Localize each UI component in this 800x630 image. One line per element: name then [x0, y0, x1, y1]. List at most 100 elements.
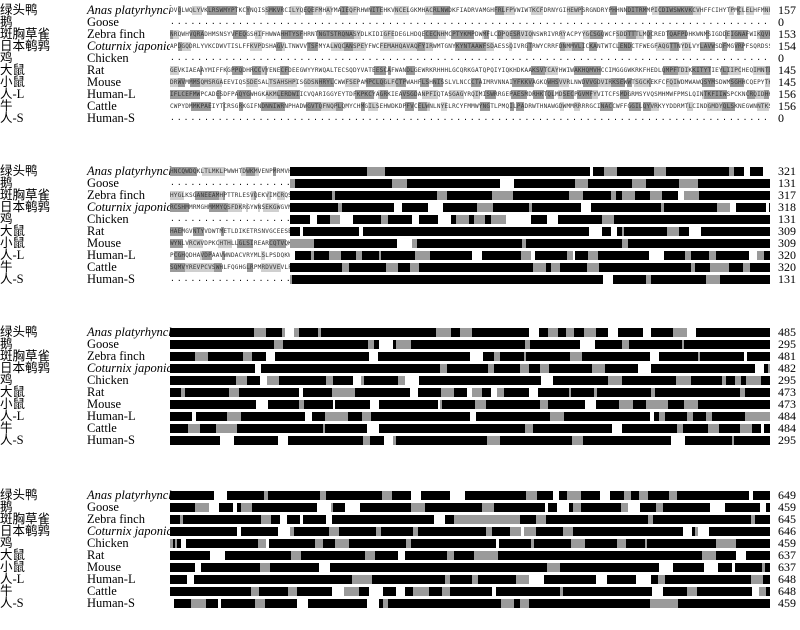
alignment-column — [271, 78, 280, 87]
alignment-column — [620, 551, 627, 560]
alignment-column — [546, 90, 554, 99]
alignment-column — [627, 563, 629, 572]
alignment-column — [459, 436, 473, 445]
alignment-column — [688, 364, 699, 373]
alignment-column — [309, 551, 318, 560]
alignment-column — [303, 539, 312, 548]
alignment-column — [766, 203, 769, 212]
sequence-row: IFLCEFMWPCADESDFPAQYGWHGKAKMLERDWIICVQAR… — [170, 90, 770, 99]
alignment-column — [179, 30, 190, 39]
alignment-column — [714, 179, 725, 188]
alignment-column — [217, 90, 221, 99]
alignment-column — [237, 78, 246, 87]
alignment-column — [557, 424, 563, 433]
alignment-column — [548, 328, 558, 337]
alignment-column — [376, 203, 384, 212]
alignment-column — [683, 90, 689, 99]
alignment-column — [763, 352, 768, 361]
species-label-english: Chicken — [87, 373, 129, 387]
alignment-column — [765, 563, 770, 572]
species-label-chinese: 大鼠 — [0, 548, 26, 562]
alignment-column — [565, 30, 572, 39]
alignment-column — [664, 251, 674, 260]
alignment-column — [338, 491, 351, 500]
alignment-column — [411, 30, 416, 39]
alignment-column — [338, 227, 345, 236]
alignment-column — [472, 191, 480, 200]
alignment-column — [304, 66, 316, 75]
alignment-column — [433, 424, 435, 433]
alignment-column — [492, 587, 496, 596]
species-label-english: Chicken — [87, 212, 129, 226]
alignment-column — [482, 503, 494, 512]
alignment-column — [326, 179, 330, 188]
alignment-column — [707, 515, 716, 524]
alignment-column — [723, 340, 730, 349]
sequence-row — [170, 563, 770, 572]
alignment-column — [218, 340, 225, 349]
alignment-column — [520, 364, 529, 373]
alignment-column — [450, 491, 465, 500]
alignment-column — [721, 436, 726, 445]
alignment-column — [763, 551, 770, 560]
alignment-column — [504, 227, 509, 236]
alignment-column — [467, 340, 476, 349]
alignment-column — [715, 215, 722, 224]
alignment-column — [486, 527, 492, 536]
alignment-column — [476, 167, 490, 176]
alignment-column — [628, 587, 638, 596]
alignment-column — [574, 275, 583, 284]
alignment-column — [545, 251, 557, 260]
alignment-column — [736, 239, 746, 248]
alignment-column — [381, 388, 383, 397]
alignment-column — [549, 191, 555, 200]
alignment-column — [657, 436, 666, 445]
alignment-column — [244, 227, 253, 236]
alignment-column — [655, 388, 665, 397]
alignment-column — [470, 227, 473, 236]
species-label-english: Zebra finch — [87, 349, 145, 363]
species-label-english: Mouse — [87, 236, 122, 250]
alignment-column — [620, 90, 629, 99]
alignment-column — [684, 400, 698, 409]
alignment-column — [600, 515, 609, 524]
alignment-column — [320, 352, 323, 361]
alignment-column — [683, 527, 692, 536]
alignment-column — [214, 263, 222, 272]
alignment-column — [572, 436, 583, 445]
alignment-column — [318, 436, 331, 445]
alignment-column — [388, 424, 403, 433]
alignment-column — [394, 42, 407, 51]
alignment-column — [261, 263, 267, 272]
alignment-column — [207, 340, 218, 349]
alignment-column — [731, 30, 746, 39]
alignment-column — [513, 191, 518, 200]
alignment-column — [267, 263, 281, 272]
alignment-column — [704, 400, 715, 409]
alignment-column — [382, 491, 392, 500]
alignment-column — [441, 42, 453, 51]
alignment-column — [519, 400, 527, 409]
alignment-column — [662, 191, 675, 200]
alignment-column — [598, 78, 611, 87]
alignment-column — [219, 503, 229, 512]
alignment-column — [387, 251, 401, 260]
alignment-column — [237, 527, 241, 536]
alignment-column — [306, 102, 321, 111]
alignment-column — [698, 412, 706, 421]
alignment-column — [204, 227, 216, 236]
alignment-column — [535, 251, 545, 260]
alignment-column — [558, 66, 568, 75]
alignment-column — [634, 78, 649, 87]
alignment-column — [637, 251, 649, 260]
alignment-column — [683, 515, 690, 524]
alignment-column — [265, 6, 268, 15]
alignment-column — [264, 340, 266, 349]
alignment-column — [679, 167, 689, 176]
alignment-column — [755, 78, 765, 87]
alignment-column — [242, 203, 246, 212]
alignment-column — [237, 66, 243, 75]
alignment-column — [335, 400, 350, 409]
alignment-column — [290, 251, 295, 260]
alignment-column — [583, 167, 590, 176]
